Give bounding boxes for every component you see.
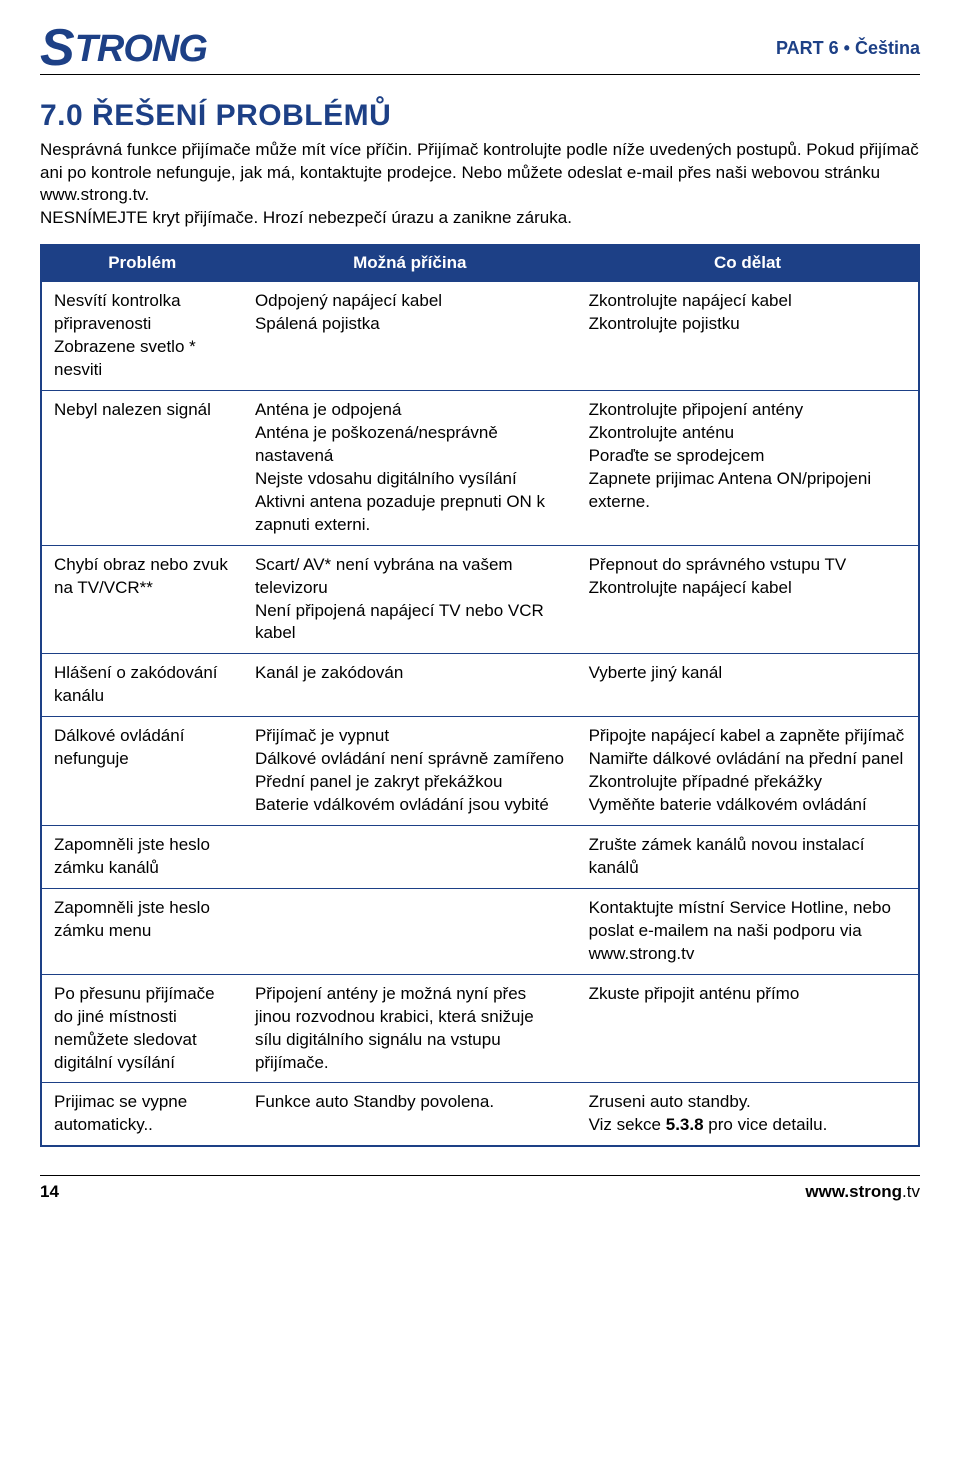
- cell-problem: Po přesunu přijímače do jiné místnosti n…: [41, 974, 243, 1083]
- cell-problem: Nebyl nalezen signál: [41, 391, 243, 546]
- action-post: pro vice detailu.: [704, 1115, 828, 1134]
- logo-text: TRONG: [75, 32, 207, 66]
- cell-action: Zkontrolujte napájecí kabel Zkontrolujte…: [577, 282, 919, 391]
- footer-url-rest: .tv: [902, 1182, 920, 1201]
- cell-cause: [243, 888, 577, 974]
- cell-action: Zruseni auto standby. Viz sekce 5.3.8 pr…: [577, 1083, 919, 1146]
- table-body: Nesvítí kontrolka připravenosti Zobrazen…: [41, 282, 919, 1147]
- table-row: Po přesunu přijímače do jiné místnosti n…: [41, 974, 919, 1083]
- cell-action: Zkuste připojit anténu přímo: [577, 974, 919, 1083]
- cell-cause: Přijímač je vypnut Dálkové ovládání není…: [243, 717, 577, 826]
- cell-problem: Prijimac se vypne automaticky..: [41, 1083, 243, 1146]
- cell-action: Přepnout do správného vstupu TV Zkontrol…: [577, 545, 919, 654]
- cell-action: Připojte napájecí kabel a zapněte přijím…: [577, 717, 919, 826]
- cell-action: Zkontrolujte připojení antény Zkontroluj…: [577, 391, 919, 546]
- table-row: Zapomněli jste heslo zámku menu Kontaktu…: [41, 888, 919, 974]
- cell-cause: Anténa je odpojená Anténa je poškozená/n…: [243, 391, 577, 546]
- logo-s-glyph: S: [40, 28, 73, 70]
- table-row: Nebyl nalezen signál Anténa je odpojená …: [41, 391, 919, 546]
- th-cause: Možná příčina: [243, 245, 577, 281]
- table-row: Dálkové ovládání nefunguje Přijímač je v…: [41, 717, 919, 826]
- cell-problem: Hlášení o zakódování kanálu: [41, 654, 243, 717]
- page: S TRONG PART 6 • Čeština 7.0 ŘEŠENÍ PROB…: [0, 0, 960, 1222]
- table-row: Zapomněli jste heslo zámku kanálů Zrušte…: [41, 826, 919, 889]
- cell-action: Kontaktujte místní Service Hotline, nebo…: [577, 888, 919, 974]
- cell-cause: Připojení antény je možná nyní přes jino…: [243, 974, 577, 1083]
- cell-cause: Funkce auto Standby povolena.: [243, 1083, 577, 1146]
- troubleshooting-table: Problém Možná příčina Co dělat Nesvítí k…: [40, 244, 920, 1147]
- footer-url: www.strong.tv: [805, 1182, 920, 1202]
- table-row: Chybí obraz nebo zvuk na TV/VCR** Scart/…: [41, 545, 919, 654]
- cell-problem: Dálkové ovládání nefunguje: [41, 717, 243, 826]
- section-intro: Nesprávná funkce přijímače může mít více…: [40, 139, 920, 231]
- cell-problem: Chybí obraz nebo zvuk na TV/VCR**: [41, 545, 243, 654]
- page-header: S TRONG PART 6 • Čeština: [40, 28, 920, 75]
- cell-problem: Nesvítí kontrolka připravenosti Zobrazen…: [41, 282, 243, 391]
- cell-cause: [243, 826, 577, 889]
- cell-cause: Scart/ AV* není vybrána na vašem televiz…: [243, 545, 577, 654]
- cell-problem: Zapomněli jste heslo zámku kanálů: [41, 826, 243, 889]
- part-tag: PART 6 • Čeština: [776, 38, 920, 59]
- cell-action: Zrušte zámek kanálů novou instalací kaná…: [577, 826, 919, 889]
- th-action: Co dělat: [577, 245, 919, 281]
- table-row: Nesvítí kontrolka připravenosti Zobrazen…: [41, 282, 919, 391]
- table-row: Hlášení o zakódování kanálu Kanál je zak…: [41, 654, 919, 717]
- th-problem: Problém: [41, 245, 243, 281]
- cell-action: Vyberte jiný kanál: [577, 654, 919, 717]
- table-header-row: Problém Možná příčina Co dělat: [41, 245, 919, 281]
- cell-cause: Kanál je zakódován: [243, 654, 577, 717]
- section-ref: 5.3.8: [666, 1115, 704, 1134]
- cell-problem: Zapomněli jste heslo zámku menu: [41, 888, 243, 974]
- page-number: 14: [40, 1182, 59, 1202]
- table-row: Prijimac se vypne automaticky.. Funkce a…: [41, 1083, 919, 1146]
- section-title: 7.0 ŘEŠENÍ PROBLÉMŮ: [40, 99, 920, 133]
- footer-url-bold: www.strong: [805, 1182, 902, 1201]
- page-footer: 14 www.strong.tv: [40, 1175, 920, 1202]
- brand-logo: S TRONG: [40, 28, 207, 70]
- cell-cause: Odpojený napájecí kabel Spálená pojistka: [243, 282, 577, 391]
